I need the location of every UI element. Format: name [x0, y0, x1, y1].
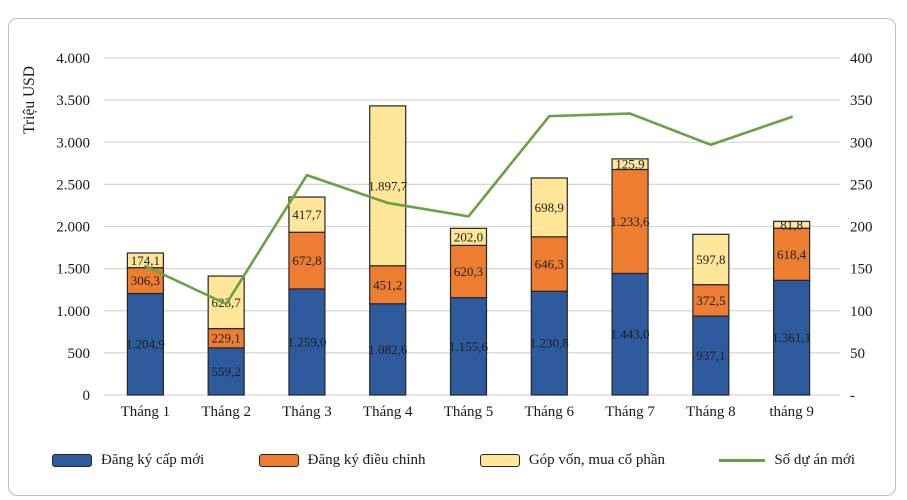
bar-segment	[611, 158, 649, 171]
right-axis-tick: 400	[850, 51, 873, 67]
bar-segment-label: 1.230,8	[530, 336, 569, 351]
bar-segment	[207, 347, 245, 396]
bar-segment	[773, 220, 811, 229]
bar-segment-label: 1.361,1	[772, 330, 811, 345]
legend-item-gop-von-mua-co-phan: Góp vốn, mua cổ phần	[479, 451, 666, 469]
chart-frame	[8, 18, 896, 496]
legend-swatch-blue-icon	[52, 453, 92, 467]
bar-segment-label: 559,2	[212, 364, 241, 379]
right-axis-tick: 350	[850, 93, 873, 109]
x-axis-category-label: Tháng 1	[121, 404, 171, 420]
bar-segment	[611, 272, 649, 396]
bar-segment-label: 125,9	[615, 157, 644, 172]
bar-segment-label: 1.233,6	[611, 214, 651, 229]
right-axis-tick: 300	[850, 135, 873, 151]
bar-segment-label: 372,5	[696, 293, 725, 308]
right-axis-tick: 50	[850, 346, 865, 362]
bar-segment-label: 1.897,7	[368, 178, 408, 193]
right-axis-tick: 150	[850, 262, 873, 278]
bar-segment-label: 81,8	[780, 217, 803, 232]
right-axis-tick: 100	[850, 304, 873, 320]
left-axis-tick: 500	[68, 346, 91, 362]
bar-segment	[369, 105, 407, 267]
legend-item-so-du-an-moi: Số dự án mới	[719, 452, 855, 469]
bar-segment-label: 1.259,0	[287, 334, 326, 349]
bar-segment	[773, 227, 811, 281]
bar-segment	[530, 236, 568, 292]
bar-segment-label: 306,3	[131, 273, 160, 288]
bar-segment	[369, 303, 407, 396]
bar-series	[126, 105, 811, 396]
bar-segment-label: 202,0	[454, 229, 483, 244]
legend-label: Đăng ký cấp mới	[101, 451, 205, 468]
legend-item-dang-ky-cap-moi: Đăng ký cấp mới	[52, 452, 204, 469]
x-axis-category-label: Tháng 3	[282, 404, 332, 420]
left-axis-title: Triệu USD	[21, 66, 38, 134]
left-axis-tick: 2.000	[56, 220, 90, 236]
bar-segment-label: 672,8	[292, 253, 321, 268]
bar-segment	[530, 177, 568, 238]
right-axis-tick: 200	[850, 220, 873, 236]
bar-segment	[773, 279, 811, 396]
bar-segment	[288, 196, 326, 233]
bar-segment	[449, 244, 488, 299]
x-axis-category-label: Tháng 8	[686, 404, 736, 420]
bar-segment	[692, 233, 730, 286]
legend-label: Góp vốn, mua cổ phần	[528, 451, 666, 468]
left-axis-tick: 0	[83, 388, 91, 404]
bar-segment-label: 698,9	[535, 200, 564, 215]
bar-segment-label: 1.443,0	[611, 327, 650, 342]
legend-label: Số dự án mới	[774, 451, 855, 468]
bar-segment	[611, 168, 649, 275]
legend-swatch-orange-icon	[258, 453, 299, 467]
bar-segment	[449, 227, 488, 246]
x-axis-category-label: Tháng 5	[444, 404, 494, 420]
left-axis-tick: 3.500	[56, 93, 90, 109]
bar-segment	[692, 284, 730, 317]
bar-segment-label: 229,1	[212, 331, 241, 346]
bar-segment-label: 646,3	[535, 257, 564, 272]
legend-swatch-yellow-icon	[479, 453, 520, 467]
left-axis-tick: 1.000	[56, 304, 90, 320]
bar-segment	[369, 265, 407, 305]
bar-segment	[449, 297, 488, 396]
bar-segment	[530, 290, 568, 396]
x-axis-category-label: Tháng 7	[605, 404, 655, 420]
x-axis-category-label: Tháng 2	[201, 404, 251, 420]
bar-segment-label: 174,1	[131, 253, 160, 268]
bar-segment	[288, 231, 326, 290]
right-axis-tick: -	[850, 388, 855, 404]
legend-line-swatch-icon	[719, 458, 766, 462]
x-axis-category-label: Tháng 6	[524, 404, 574, 420]
left-axis-tick: 2.500	[56, 177, 90, 193]
left-axis-tick: 3.000	[56, 135, 90, 151]
axis-tick-labels: 0 500 1.000 1.500 2.000 2.500 3.000 3.500 4.000 -…	[56, 51, 872, 404]
left-axis-tick: 4.000	[56, 51, 90, 67]
x-axis-category-label: tháng 9	[769, 404, 814, 420]
bar-segment-label: 597,8	[696, 252, 725, 267]
bar-segment-label: 451,2	[373, 277, 402, 292]
bar-segment	[692, 315, 730, 396]
bar-segment-label: 618,4	[777, 247, 807, 262]
bar-segment	[126, 252, 164, 269]
line-series-so-du-an-moi	[144, 112, 793, 306]
bar-segment-label: 937,1	[696, 348, 725, 363]
legend-item-dang-ky-dieu-chinh: Đăng ký điều chỉnh	[258, 451, 426, 469]
bar-segment-label: 417,7	[292, 207, 322, 222]
bar-value-labels: 1.204,9306,3174,1559,2229,1623,71.259,06…	[126, 157, 811, 379]
bar-segment-label: 1.204,9	[126, 337, 165, 352]
bar-segment	[126, 292, 164, 396]
x-axis-labels: Tháng 1 Tháng 2 Tháng 3 Tháng 4 Tháng 5 Tháng…	[121, 404, 814, 420]
legend-label: Đăng ký điều chỉnh	[307, 451, 426, 468]
x-axis-category-label: Tháng 4	[363, 404, 413, 420]
chart-legend: Đăng ký cấp mới Đăng ký điều chỉnh Góp v…	[0, 444, 907, 476]
bar-segment-label: 1.155,6	[449, 339, 489, 354]
right-axis-tick: 250	[850, 177, 873, 193]
bar-segment-label: 1.082,6	[368, 342, 408, 357]
bar-segment-label: 620,3	[454, 264, 483, 279]
left-axis-tick: 1.500	[56, 262, 90, 278]
